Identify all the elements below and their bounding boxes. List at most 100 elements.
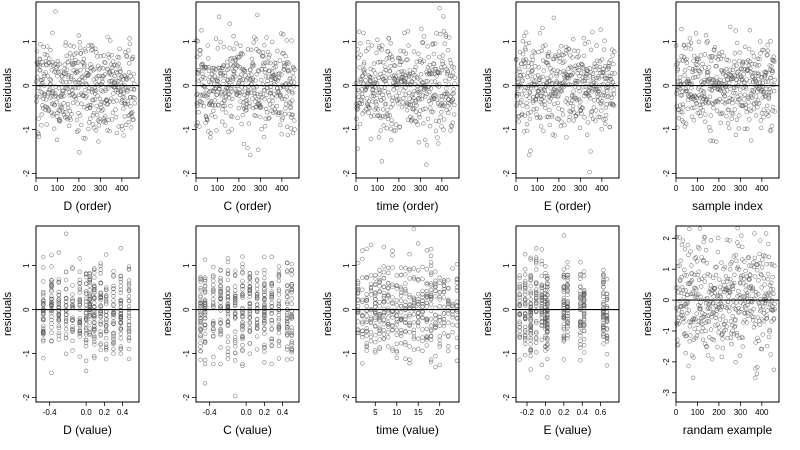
data-point bbox=[381, 284, 387, 290]
data-point bbox=[279, 110, 284, 115]
data-point bbox=[522, 316, 528, 322]
data-point bbox=[527, 116, 533, 122]
data-point bbox=[73, 96, 79, 102]
data-point bbox=[530, 67, 535, 73]
data-point bbox=[214, 92, 219, 98]
data-point bbox=[763, 231, 769, 236]
data-point bbox=[41, 330, 46, 335]
data-point bbox=[732, 59, 737, 64]
data-point bbox=[131, 86, 137, 92]
data-point bbox=[678, 86, 683, 92]
data-point bbox=[709, 291, 714, 296]
data-point bbox=[738, 275, 744, 281]
data-point bbox=[706, 65, 712, 70]
data-point bbox=[772, 263, 777, 268]
data-point bbox=[360, 256, 365, 262]
data-point bbox=[743, 304, 748, 309]
data-point bbox=[723, 318, 728, 324]
data-point bbox=[240, 291, 245, 297]
data-point bbox=[697, 246, 702, 251]
data-point bbox=[77, 269, 83, 274]
data-point bbox=[36, 94, 42, 100]
data-point bbox=[604, 101, 609, 107]
data-point bbox=[366, 39, 371, 45]
data-point bbox=[768, 75, 773, 81]
data-point bbox=[108, 82, 114, 88]
data-point bbox=[233, 329, 238, 334]
data-point bbox=[118, 314, 124, 319]
data-point bbox=[428, 294, 434, 299]
data-point bbox=[218, 276, 223, 281]
data-point bbox=[534, 112, 539, 117]
data-point bbox=[289, 339, 294, 344]
data-point bbox=[359, 101, 364, 107]
data-point bbox=[90, 97, 95, 102]
data-point bbox=[278, 94, 283, 99]
data-point bbox=[117, 46, 122, 52]
data-point bbox=[522, 336, 528, 341]
data-point bbox=[539, 304, 544, 309]
data-point bbox=[276, 269, 282, 274]
data-point bbox=[454, 344, 460, 350]
data-point bbox=[262, 344, 267, 350]
data-point bbox=[606, 60, 612, 65]
data-point bbox=[522, 64, 527, 70]
data-point bbox=[233, 344, 238, 349]
data-point bbox=[436, 119, 442, 124]
data-point bbox=[674, 103, 679, 109]
data-point bbox=[103, 356, 109, 362]
data-point bbox=[70, 296, 75, 302]
data-point bbox=[713, 272, 719, 278]
y-axis-label: residuals bbox=[2, 291, 14, 336]
data-point bbox=[73, 57, 78, 63]
data-point bbox=[771, 291, 776, 296]
data-point bbox=[100, 89, 106, 94]
x-tick-label: 0 bbox=[194, 184, 199, 193]
data-point bbox=[546, 62, 551, 68]
data-point bbox=[604, 318, 610, 323]
data-point bbox=[83, 327, 89, 332]
data-point bbox=[360, 299, 365, 305]
data-point bbox=[533, 294, 539, 299]
data-point bbox=[437, 334, 442, 339]
data-point bbox=[694, 259, 700, 264]
x-tick-label: 400 bbox=[115, 184, 129, 193]
data-point bbox=[407, 292, 412, 298]
data-point bbox=[86, 43, 91, 48]
data-point bbox=[388, 63, 393, 69]
data-point bbox=[233, 340, 238, 345]
data-point bbox=[737, 309, 742, 314]
data-point bbox=[765, 271, 771, 277]
data-point bbox=[253, 36, 259, 42]
data-point bbox=[759, 272, 764, 278]
data-point bbox=[686, 363, 691, 369]
data-point bbox=[129, 86, 134, 92]
data-point bbox=[98, 53, 104, 59]
data-point bbox=[405, 57, 410, 62]
data-point bbox=[604, 276, 610, 282]
data-point bbox=[724, 324, 729, 329]
data-point bbox=[557, 56, 562, 61]
data-point bbox=[253, 113, 259, 119]
data-point bbox=[539, 337, 544, 342]
data-point bbox=[292, 127, 297, 132]
data-point bbox=[576, 67, 582, 73]
data-point bbox=[100, 65, 106, 71]
y-tick-label: -1 bbox=[342, 125, 351, 133]
data-point bbox=[684, 56, 689, 62]
data-point bbox=[69, 55, 75, 60]
data-point bbox=[420, 301, 425, 307]
data-point bbox=[528, 347, 533, 352]
data-point bbox=[390, 284, 395, 289]
data-point bbox=[106, 117, 111, 123]
data-point bbox=[368, 281, 374, 287]
data-point bbox=[359, 77, 364, 83]
data-point bbox=[564, 96, 570, 101]
data-point bbox=[49, 297, 54, 302]
data-point bbox=[545, 282, 550, 287]
data-point bbox=[601, 90, 606, 95]
data-point bbox=[285, 324, 290, 330]
data-point bbox=[398, 333, 404, 339]
data-point bbox=[768, 39, 773, 44]
data-point bbox=[420, 40, 426, 45]
